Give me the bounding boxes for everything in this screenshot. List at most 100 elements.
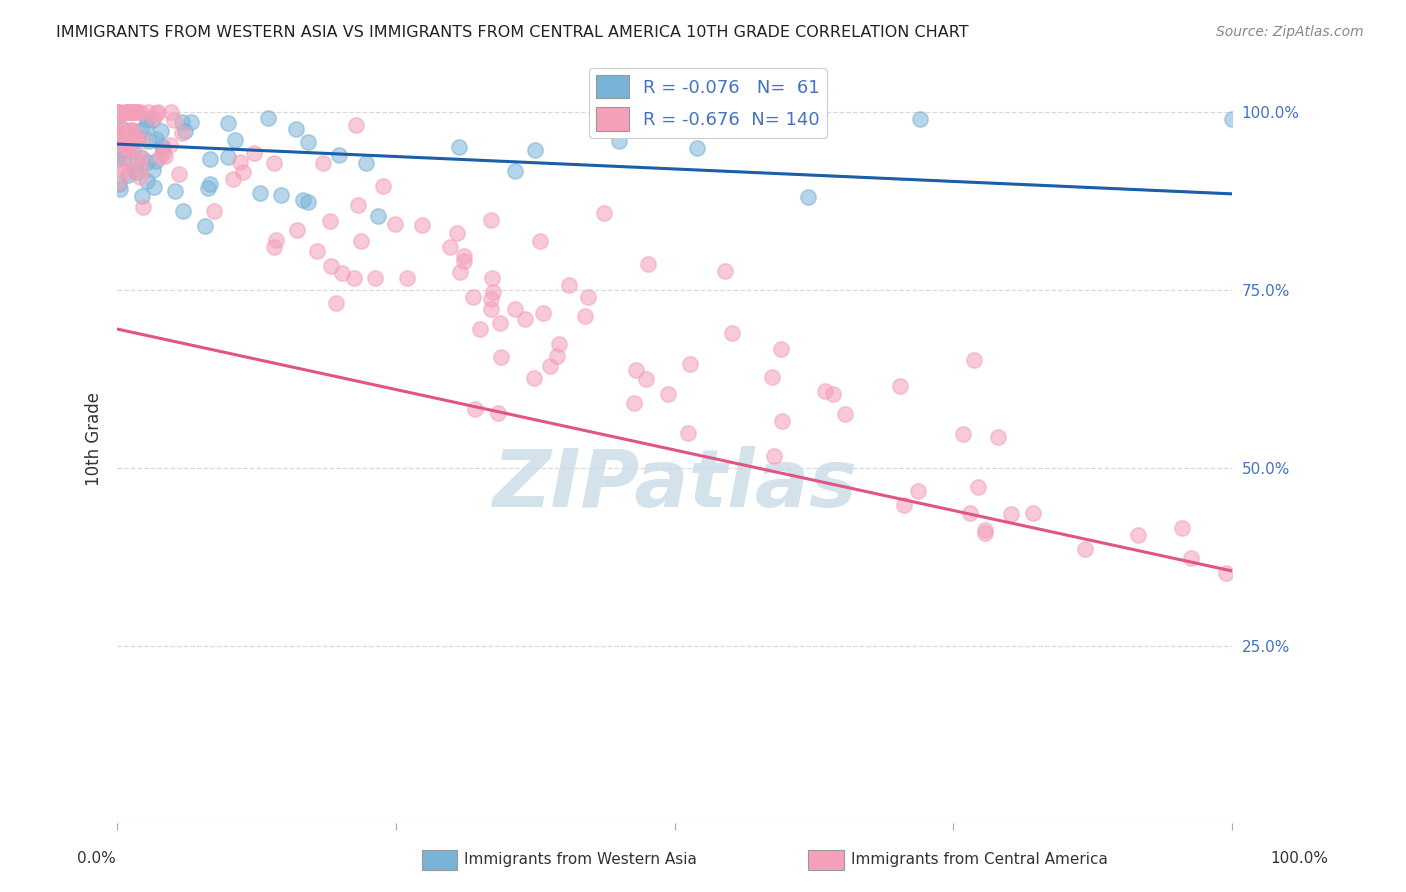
Point xyxy=(110,127,132,141)
Point xyxy=(131,188,153,202)
Point xyxy=(108,175,131,189)
Point xyxy=(814,384,837,398)
Point xyxy=(973,523,995,537)
Point xyxy=(135,155,157,169)
Point xyxy=(449,140,471,154)
Point xyxy=(107,105,129,120)
Y-axis label: 10th Grade: 10th Grade xyxy=(86,392,103,486)
Point xyxy=(797,190,820,204)
Point xyxy=(761,369,783,384)
Point xyxy=(110,122,132,136)
Point xyxy=(115,127,138,141)
Point xyxy=(112,144,135,158)
Point xyxy=(107,125,129,139)
Point xyxy=(129,151,152,165)
Point xyxy=(657,387,679,401)
Point xyxy=(963,353,986,368)
Point xyxy=(285,122,308,136)
Point xyxy=(889,379,911,393)
Point xyxy=(384,217,406,231)
Point xyxy=(319,260,342,274)
Point xyxy=(118,105,141,120)
Point xyxy=(307,244,329,259)
Point xyxy=(150,139,173,153)
Point xyxy=(769,342,792,356)
Point xyxy=(486,406,509,420)
Point xyxy=(152,145,174,160)
Point xyxy=(163,113,186,128)
Point xyxy=(634,372,657,386)
Point xyxy=(145,132,167,146)
Point xyxy=(117,169,139,183)
Point xyxy=(395,271,418,285)
Point xyxy=(110,159,132,173)
Text: 100.0%: 100.0% xyxy=(1271,851,1329,865)
Point xyxy=(523,371,546,385)
Point xyxy=(122,105,145,120)
Point xyxy=(114,105,136,120)
Point xyxy=(117,130,139,145)
Point xyxy=(222,171,245,186)
Point xyxy=(959,506,981,520)
Point xyxy=(217,116,239,130)
Point xyxy=(217,150,239,164)
Point xyxy=(124,105,146,120)
Point xyxy=(120,124,142,138)
Point xyxy=(593,206,616,220)
Point xyxy=(574,309,596,323)
Point xyxy=(1022,507,1045,521)
Point xyxy=(461,290,484,304)
Point xyxy=(967,480,990,494)
Point xyxy=(328,147,350,161)
Point xyxy=(446,227,468,241)
Point xyxy=(131,200,153,214)
Point xyxy=(538,359,561,373)
Point xyxy=(131,151,153,165)
Point xyxy=(1180,550,1202,565)
Point xyxy=(762,449,785,463)
Point xyxy=(678,425,700,440)
Text: IMMIGRANTS FROM WESTERN ASIA VS IMMIGRANTS FROM CENTRAL AMERICA 10TH GRADE CORRE: IMMIGRANTS FROM WESTERN ASIA VS IMMIGRAN… xyxy=(56,25,969,40)
Text: Immigrants from Central America: Immigrants from Central America xyxy=(851,853,1108,867)
Point xyxy=(169,167,191,181)
Point xyxy=(138,105,160,120)
Point xyxy=(107,118,129,132)
Point xyxy=(120,122,142,136)
Point xyxy=(770,414,793,428)
Point xyxy=(152,141,174,155)
Point xyxy=(821,386,844,401)
Point xyxy=(344,118,367,132)
Point xyxy=(112,151,135,165)
Point xyxy=(470,321,492,335)
Point xyxy=(503,301,526,316)
Point xyxy=(285,222,308,236)
Point xyxy=(132,134,155,148)
Point xyxy=(257,112,280,126)
Text: Source: ZipAtlas.com: Source: ZipAtlas.com xyxy=(1216,25,1364,39)
Point xyxy=(197,181,219,195)
Point xyxy=(125,105,148,120)
Point xyxy=(107,105,129,120)
Point xyxy=(121,105,143,120)
Point xyxy=(576,290,599,304)
Point xyxy=(202,204,225,219)
Point xyxy=(411,218,433,232)
Point xyxy=(112,163,135,178)
Point xyxy=(523,143,546,157)
Point xyxy=(163,184,186,198)
Point xyxy=(180,114,202,128)
Point xyxy=(987,430,1010,444)
Point xyxy=(112,135,135,149)
Point xyxy=(908,112,931,127)
Point xyxy=(347,198,370,212)
Point xyxy=(125,129,148,144)
Text: 0.0%: 0.0% xyxy=(77,851,117,865)
Point xyxy=(129,122,152,136)
Point xyxy=(107,152,129,166)
Point xyxy=(124,152,146,166)
Point xyxy=(297,195,319,210)
Point xyxy=(111,121,134,136)
Point xyxy=(367,209,389,223)
Point xyxy=(270,187,292,202)
Point xyxy=(135,119,157,133)
